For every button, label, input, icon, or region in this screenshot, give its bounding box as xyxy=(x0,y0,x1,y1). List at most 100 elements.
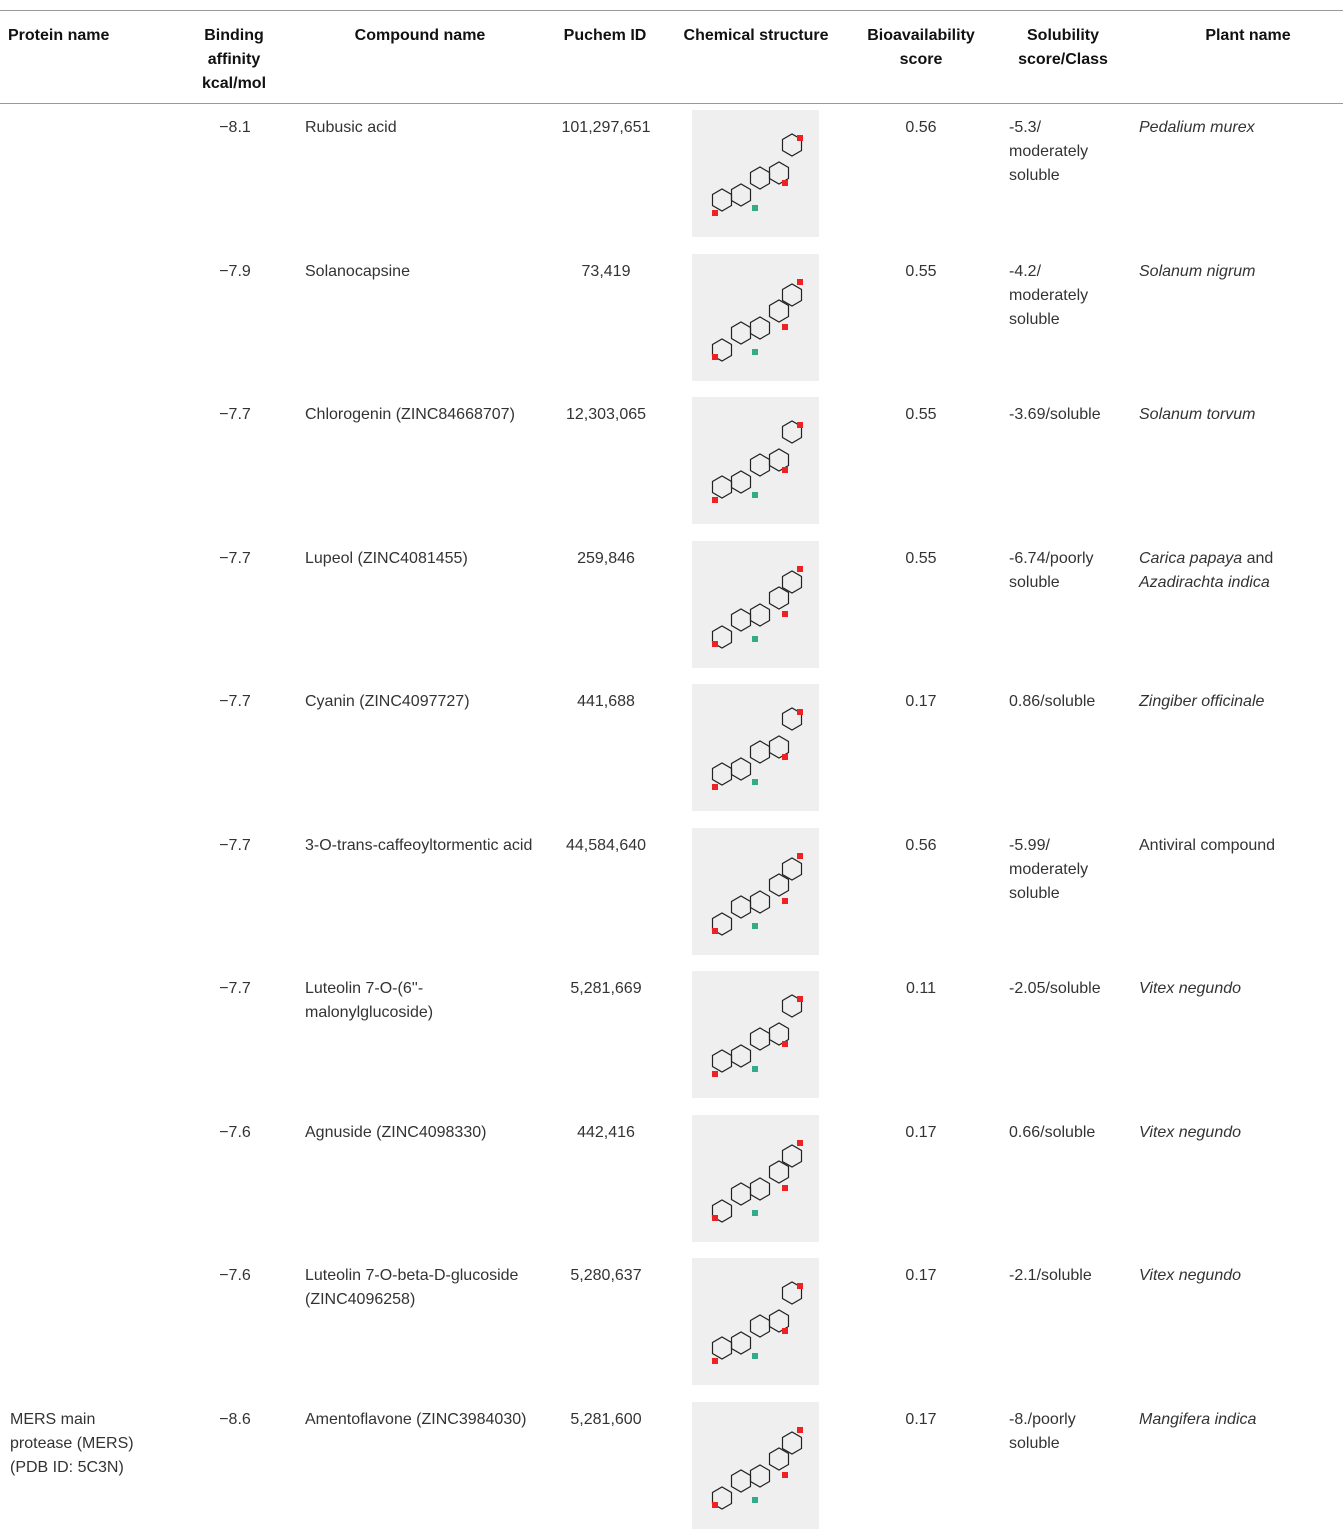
solubility: -2.1/soluble xyxy=(1009,1267,1092,1284)
header-cell: Chemical structure xyxy=(683,27,829,44)
plant-name-part: and xyxy=(1242,549,1274,567)
bioavailability: 0.11 xyxy=(906,980,936,997)
chemical-structure xyxy=(692,540,819,668)
structure-drawing xyxy=(711,707,803,790)
header-cell: Puchem ID xyxy=(563,27,647,44)
plant-name: Solanum torvum xyxy=(1139,403,1339,427)
plant-name-part: Vitex negundo xyxy=(1139,980,1242,997)
solubility: 0.66/soluble xyxy=(1009,1123,1096,1141)
bioavailability: 0.17 xyxy=(905,1123,937,1141)
chemical-structure xyxy=(692,253,819,381)
header-cell: Solubility score/Class xyxy=(1018,27,1108,68)
plant-name-part: Mangifera indica xyxy=(1139,1410,1257,1428)
solubility: -8./poorly soluble xyxy=(1009,1410,1076,1452)
compound-name: Agnuside (ZINC4098330) xyxy=(305,1123,487,1141)
compound-name: Luteolin 7-O-(6''-malonylglucoside) xyxy=(305,980,434,1021)
compound-name: Cyanin (ZINC4097727) xyxy=(305,693,470,710)
solubility: -6.74/poorly soluble xyxy=(1009,549,1094,591)
bioavailability: 0.17 xyxy=(905,693,937,710)
structure-drawing xyxy=(711,994,803,1077)
top-rule xyxy=(0,10,1343,11)
header-cell: Bioavailability score xyxy=(867,27,975,68)
chemical-structure xyxy=(692,1114,819,1242)
plant-name-part: Antiviral compound xyxy=(1139,836,1276,854)
structure-drawing xyxy=(711,278,803,362)
structure-drawing xyxy=(711,852,803,936)
plant-name: Carica papaya and Azadirachta indica xyxy=(1139,547,1339,595)
protein-name: MERS main protease (MERS) (PDB ID: 5C3N) xyxy=(10,1410,134,1476)
binding-affinity: −8.6 xyxy=(219,1410,251,1428)
compound-name: Chlorogenin (ZINC84668707) xyxy=(305,406,515,423)
structure-drawing xyxy=(711,133,803,216)
pubchem-id: 441,688 xyxy=(577,693,635,710)
binding-affinity: −7.7 xyxy=(219,406,251,423)
plant-name-part: Zingiber officinale xyxy=(1139,693,1265,710)
plant-name: Vitex negundo xyxy=(1139,1264,1339,1288)
structure-drawing xyxy=(711,565,803,649)
solubility: -3.69/soluble xyxy=(1009,406,1101,423)
bioavailability: 0.55 xyxy=(905,406,937,423)
header-rule xyxy=(0,103,1343,104)
pubchem-id: 73,419 xyxy=(581,262,631,280)
pubchem-id: 5,281,669 xyxy=(570,980,642,997)
compound-name: 3-O-trans-caffeoyltormentic acid xyxy=(305,836,533,854)
bioavailability: 0.55 xyxy=(905,262,937,280)
binding-affinity: −7.7 xyxy=(219,836,251,854)
pubchem-id: 442,416 xyxy=(577,1123,635,1141)
bioavailability: 0.17 xyxy=(905,1267,937,1284)
binding-affinity: −7.9 xyxy=(219,262,251,280)
chemical-structure xyxy=(692,827,819,955)
plant-name: Zingiber officinale xyxy=(1139,690,1339,714)
plant-name: Mangifera indica xyxy=(1139,1408,1339,1432)
chemical-structure xyxy=(692,110,819,237)
compound-name: Solanocapsine xyxy=(305,262,410,280)
bioavailability: 0.17 xyxy=(905,1410,937,1428)
compound-name: Rubusic acid xyxy=(305,119,397,136)
structure-drawing xyxy=(711,1139,803,1223)
plant-name: Antiviral compound xyxy=(1139,834,1339,858)
plant-name: Vitex negundo xyxy=(1139,977,1339,1001)
header-cell: Plant name xyxy=(1205,27,1291,44)
binding-affinity: −7.6 xyxy=(219,1267,251,1284)
pubchem-id: 5,280,637 xyxy=(570,1267,642,1284)
chemical-structure xyxy=(692,1258,819,1385)
solubility: -2.05/soluble xyxy=(1009,980,1101,997)
plant-name-part: Solanum nigrum xyxy=(1139,262,1256,280)
pubchem-id: 12,303,065 xyxy=(565,406,647,423)
plant-name-part: Pedalium murex xyxy=(1139,119,1255,136)
header-cell: Binding affinity kcal/mol xyxy=(201,27,267,92)
pubchem-id: 259,846 xyxy=(577,549,635,567)
pubchem-id: 44,584,640 xyxy=(565,836,647,854)
pubchem-id: 101,297,651 xyxy=(561,119,651,136)
binding-affinity: −8.1 xyxy=(219,119,251,136)
compound-name: Amentoflavone (ZINC3984030) xyxy=(305,1410,527,1428)
plant-name-part: Carica papaya xyxy=(1139,549,1243,567)
plant-name: Pedalium murex xyxy=(1139,116,1339,140)
bioavailability: 0.56 xyxy=(905,836,937,854)
plant-name-part: Azadirachta indica xyxy=(1139,573,1270,591)
chemical-structure xyxy=(692,1401,819,1529)
plant-name: Solanum nigrum xyxy=(1139,260,1339,284)
plant-name: Vitex negundo xyxy=(1139,1121,1339,1145)
bioavailability: 0.56 xyxy=(905,119,937,136)
plant-name-part: Vitex negundo xyxy=(1139,1267,1242,1284)
header-cell: Compound name xyxy=(354,27,486,44)
solubility: -5.99/ moderately soluble xyxy=(1009,836,1089,902)
binding-affinity: −7.6 xyxy=(219,1123,251,1141)
chemical-structure xyxy=(692,397,819,524)
pubchem-id: 5,281,600 xyxy=(570,1410,642,1428)
binding-affinity: −7.7 xyxy=(219,980,251,997)
compound-name: Lupeol (ZINC4081455) xyxy=(305,549,468,567)
plant-name-part: Solanum torvum xyxy=(1139,406,1256,423)
header-cell: Protein name xyxy=(8,27,110,44)
compound-name: Luteolin 7-O-beta-D-glucoside (ZINC40962… xyxy=(305,1267,519,1308)
binding-affinity: −7.7 xyxy=(219,693,251,710)
structure-drawing xyxy=(711,1426,803,1510)
chemical-structure xyxy=(692,684,819,811)
plant-name-part: Vitex negundo xyxy=(1139,1123,1242,1141)
chemical-structure xyxy=(692,971,819,1098)
binding-affinity: −7.7 xyxy=(219,549,251,567)
solubility: 0.86/soluble xyxy=(1009,693,1096,710)
solubility: -5.3/ moderately soluble xyxy=(1009,119,1089,184)
